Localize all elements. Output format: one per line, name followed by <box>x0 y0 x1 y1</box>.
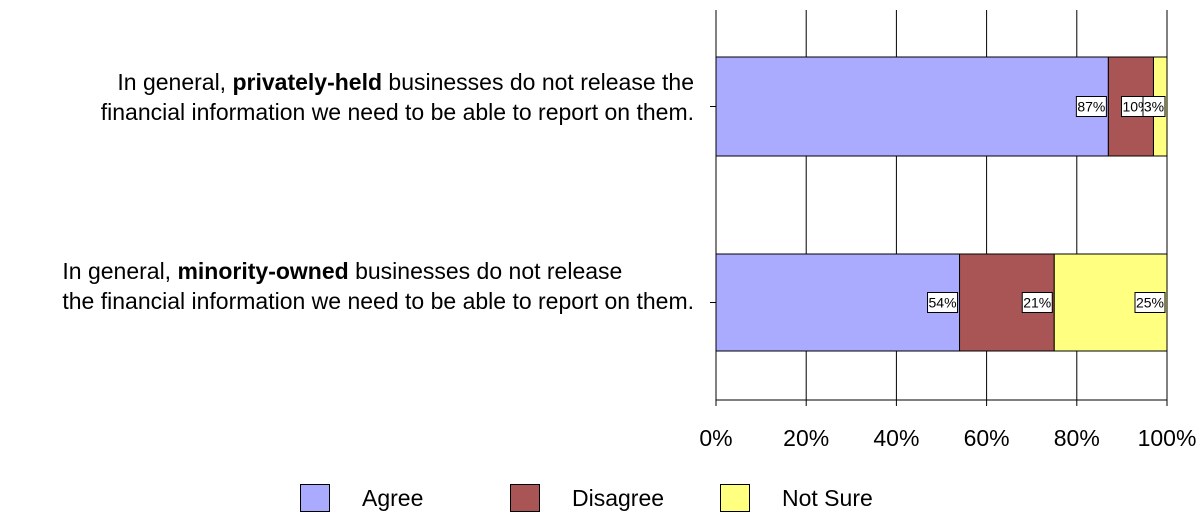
category-label-privately-held: In general, privately-held businesses do… <box>101 67 694 127</box>
data-label: 25% <box>1136 295 1164 311</box>
category-label-line2: financial information we need to be able… <box>100 99 694 125</box>
data-label: 21% <box>1023 295 1051 311</box>
bar-segment <box>715 56 1109 157</box>
category-label-minority-owned: In general, minority-owned businesses do… <box>62 256 694 316</box>
data-label: 54% <box>929 295 957 311</box>
x-tick-label: 20% <box>783 425 829 451</box>
data-label-box <box>1134 292 1166 313</box>
legend-label-not-sure: Not Sure <box>782 485 873 511</box>
x-tick-label: 100% <box>1138 425 1197 451</box>
category-label-bold: minority-owned <box>177 258 349 284</box>
legend-swatch-agree <box>300 484 330 512</box>
category-label-text: businesses do not release <box>348 258 623 284</box>
x-tick-label: 0% <box>699 425 732 451</box>
bar-segment <box>715 253 961 352</box>
data-label-box <box>1075 96 1107 117</box>
x-tick-label: 80% <box>1054 425 1100 451</box>
legend-label-agree: Agree <box>362 485 424 511</box>
x-tick-label: 40% <box>873 425 919 451</box>
data-label-box <box>1021 292 1053 313</box>
legend-swatch-disagree <box>510 484 540 512</box>
data-label-box <box>927 292 959 313</box>
legend-swatch-not-sure <box>720 484 750 512</box>
category-label-bold: privately-held <box>232 69 383 95</box>
data-label: 87% <box>1077 99 1105 115</box>
category-label-text: In general, <box>117 69 233 95</box>
data-label-box <box>1142 96 1166 117</box>
x-tick-label: 60% <box>964 425 1010 451</box>
legend-label-disagree: Disagree <box>572 485 665 511</box>
category-label-text: businesses do not release the <box>382 69 694 95</box>
category-label-line2: the financial information we need to be … <box>62 288 694 314</box>
category-label-text: In general, <box>62 258 178 284</box>
data-label: 3% <box>1144 99 1164 115</box>
